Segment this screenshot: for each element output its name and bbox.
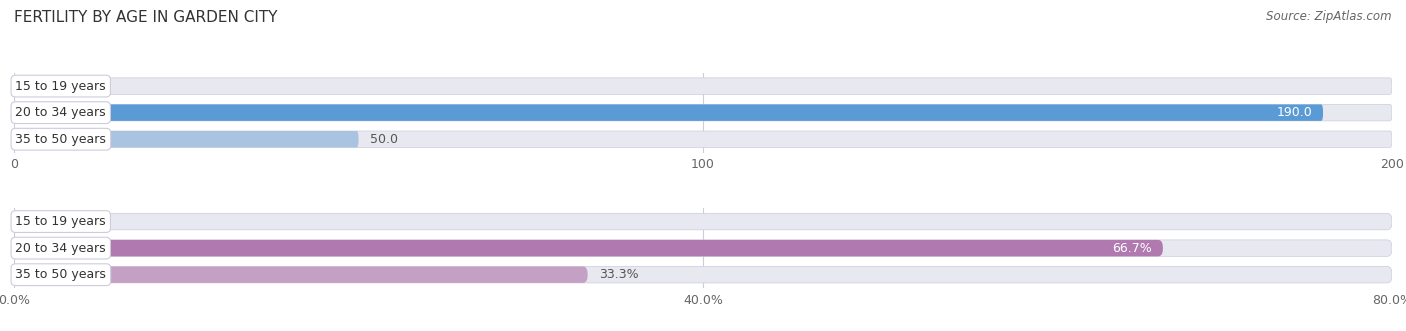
FancyBboxPatch shape	[14, 131, 1392, 147]
Text: 50.0: 50.0	[370, 133, 398, 146]
Text: 0.0%: 0.0%	[25, 215, 58, 228]
FancyBboxPatch shape	[14, 240, 1392, 257]
FancyBboxPatch shape	[14, 104, 1392, 121]
Text: 20 to 34 years: 20 to 34 years	[15, 106, 105, 119]
FancyBboxPatch shape	[14, 266, 1392, 283]
Text: 15 to 19 years: 15 to 19 years	[15, 79, 105, 93]
Text: 35 to 50 years: 35 to 50 years	[15, 133, 107, 146]
Text: 20 to 34 years: 20 to 34 years	[15, 242, 105, 255]
FancyBboxPatch shape	[14, 240, 1163, 257]
Text: 190.0: 190.0	[1277, 106, 1312, 119]
FancyBboxPatch shape	[14, 104, 1323, 121]
Text: 15 to 19 years: 15 to 19 years	[15, 215, 105, 228]
Text: 66.7%: 66.7%	[1112, 242, 1152, 255]
FancyBboxPatch shape	[14, 213, 1392, 230]
Text: 0.0: 0.0	[25, 79, 45, 93]
Text: Source: ZipAtlas.com: Source: ZipAtlas.com	[1267, 10, 1392, 23]
FancyBboxPatch shape	[14, 266, 588, 283]
FancyBboxPatch shape	[14, 78, 1392, 94]
FancyBboxPatch shape	[14, 131, 359, 147]
Text: FERTILITY BY AGE IN GARDEN CITY: FERTILITY BY AGE IN GARDEN CITY	[14, 10, 277, 25]
Text: 33.3%: 33.3%	[599, 268, 638, 281]
Text: 35 to 50 years: 35 to 50 years	[15, 268, 107, 281]
